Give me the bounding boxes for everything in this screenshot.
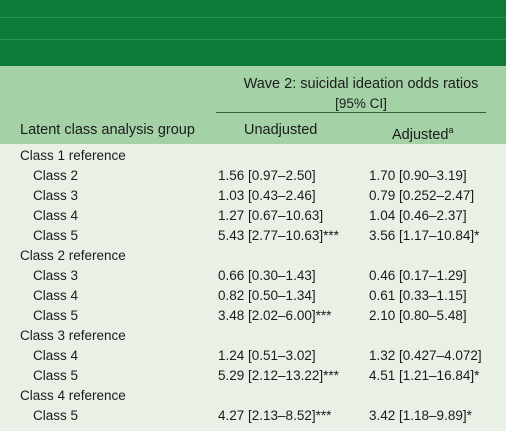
table-row: Class 5 4.27 [2.13–8.52]*** 3.42 [1.18–9.8… [0,406,506,426]
table-row: Class 4 1.24 [0.51–3.02] 1.32 [0.427–4.072… [0,346,506,366]
table-row: Class 3 1.03 [0.43–2.46] 0.79 [0.252–2.47] [0,186,506,206]
cell-adjusted: 4.51 [1.21–16.84]* [369,368,480,383]
row-label: Class 2 [33,168,79,183]
cell-unadjusted: 4.27 [2.13–8.52]*** [218,408,332,423]
row-label: Class 3 [33,268,79,283]
table-group-row: Class 1 reference [0,146,506,166]
table-row: Class 4 1.27 [0.67–10.63] 1.04 [0.46–2.37] [0,206,506,226]
cell-unadjusted: 3.48 [2.02–6.00]*** [218,308,332,323]
row-label: Class 4 [33,348,79,363]
cell-adjusted: 2.10 [0.80–5.48] [369,308,467,323]
table-header [0,66,506,144]
table-title-band [0,0,506,66]
table-row: Class 5 3.48 [2.02–6.00]*** 2.10 [0.80–5.4… [0,306,506,326]
title-band-divider [0,39,506,40]
column-header-group: Latent class analysis group [20,122,195,138]
row-label: Class 3 [33,188,79,203]
cell-unadjusted: 5.29 [2.12–13.22]*** [218,368,339,383]
row-label: Class 3 reference [20,328,126,343]
cell-adjusted: 0.79 [0.252–2.47] [369,188,475,203]
cell-adjusted: 3.56 [1.17–10.84]* [369,228,480,243]
row-label: Class 1 reference [20,148,126,163]
cell-unadjusted: 0.82 [0.50–1.34] [218,288,316,303]
table-group-row: Class 4 reference [0,386,506,406]
cell-adjusted: 1.04 [0.46–2.37] [369,208,467,223]
wave-title-line2: [95% CI] [335,96,387,111]
cell-unadjusted: 1.24 [0.51–3.02] [218,348,316,363]
table-body [0,144,506,431]
row-label: Class 4 reference [20,388,126,403]
wave-title-line1: Wave 2: suicidal ideation odds ratios [243,76,479,92]
table-group-row: Class 2 reference [0,246,506,266]
cell-adjusted: 0.46 [0.17–1.29] [369,268,467,283]
column-header-unadjusted: Unadjusted [244,122,318,138]
row-label: Class 5 [33,308,79,323]
cell-adjusted: 3.42 [1.18–9.89]* [369,408,472,423]
cell-adjusted: 1.70 [0.90–3.19] [369,168,467,183]
row-label: Class 5 [33,228,79,243]
row-label: Class 5 [33,408,79,423]
table-row: Class 5 5.29 [2.12–13.22]*** 4.51 [1.21–16… [0,366,506,386]
row-label: Class 2 reference [20,248,126,263]
row-label: Class 4 [33,288,79,303]
table-row: Class 5 5.43 [2.77–10.63]*** 3.56 [1.17–10… [0,226,506,246]
cell-unadjusted: 1.27 [0.67–10.63] [218,208,324,223]
table-group-row: Class 3 reference [0,326,506,346]
title-band-divider [0,17,506,18]
cell-unadjusted: 0.66 [0.30–1.43] [218,268,316,283]
cell-unadjusted: 5.43 [2.77–10.63]*** [218,228,339,243]
cell-unadjusted: 1.56 [0.97–2.50] [218,168,316,183]
cell-adjusted: 1.32 [0.427–4.072] [369,348,482,363]
table-row: Class 4 0.82 [0.50–1.34] 0.61 [0.33–1.15] [0,286,506,306]
header-rule [216,112,486,113]
column-header-adjusted: Adjusteda [392,125,454,143]
table-row: Class 3 0.66 [0.30–1.43] 0.46 [0.17–1.29] [0,266,506,286]
row-label: Class 5 [33,368,79,383]
table-row: Class 2 1.56 [0.97–2.50] 1.70 [0.90–3.19] [0,166,506,186]
footnote-marker: a [448,125,454,135]
row-label: Class 4 [33,208,79,223]
cell-adjusted: 0.61 [0.33–1.15] [369,288,467,303]
cell-unadjusted: 1.03 [0.43–2.46] [218,188,316,203]
